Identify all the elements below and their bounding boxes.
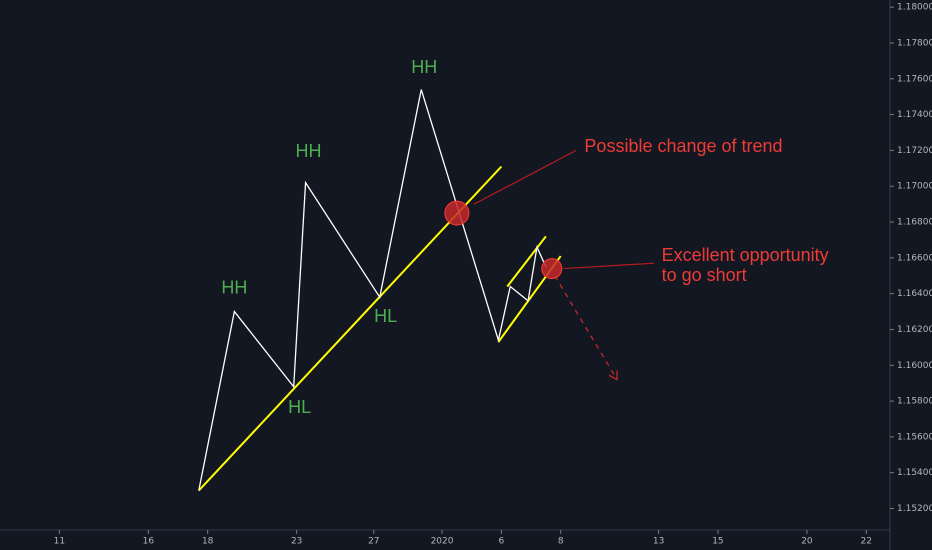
y-tick-label: 1.15400 (897, 468, 932, 478)
annotation-line: HL (288, 397, 311, 417)
annotation-line: HH (411, 57, 437, 77)
x-tick-label: 16 (143, 537, 155, 547)
x-tick-label: 20 (801, 537, 813, 547)
x-tick-label: 22 (861, 537, 872, 547)
annotation-line: Excellent opportunity (662, 245, 829, 265)
drawn-line (506, 235, 547, 288)
x-tick-label: 6 (498, 537, 504, 547)
drawn-line (563, 262, 655, 270)
y-tick-label: 1.16600 (897, 253, 932, 263)
annotation: HH (221, 277, 247, 297)
annotation-line: HL (374, 306, 397, 326)
x-tick-label: 15 (712, 537, 723, 547)
x-tick-label: 13 (653, 537, 664, 547)
y-tick-label: 1.17600 (897, 74, 932, 84)
annotation: Excellent opportunity to go short (662, 245, 829, 285)
drawn-line (473, 149, 577, 205)
annotation: HH (296, 141, 322, 161)
annotation: HL (288, 397, 311, 417)
x-tick-label: 23 (291, 537, 302, 547)
annotation: HL (374, 306, 397, 326)
x-tick-label: 18 (202, 537, 214, 547)
highlight-circle (541, 258, 563, 280)
y-tick-label: 1.17800 (897, 38, 932, 48)
y-tick-label: 1.15200 (897, 504, 932, 514)
y-tick-label: 1.16400 (897, 289, 932, 299)
x-tick-label: 8 (558, 537, 564, 547)
y-tick-label: 1.17000 (897, 182, 932, 192)
x-tick-label: 11 (54, 537, 65, 547)
y-tick-label: 1.16800 (897, 218, 932, 228)
y-tick-label: 1.15600 (897, 432, 932, 442)
x-tick-label: 27 (368, 537, 379, 547)
y-tick-label: 1.17200 (897, 146, 932, 156)
annotation-line: to go short (662, 265, 747, 285)
x-tick-label: 2020 (431, 537, 454, 547)
y-tick-label: 1.15800 (897, 397, 932, 407)
annotation-line: HH (296, 141, 322, 161)
annotation: HH (411, 57, 437, 77)
y-tick-label: 1.16000 (897, 361, 932, 371)
arrow-head (608, 370, 618, 381)
annotation-line: HH (221, 277, 247, 297)
annotation: Possible change of trend (584, 136, 782, 156)
price-line (198, 89, 547, 491)
y-tick-label: 1.17400 (897, 110, 932, 120)
highlight-circle (444, 200, 470, 226)
dashed-arrow (554, 275, 618, 380)
annotation-line: Possible change of trend (584, 136, 782, 156)
y-tick-label: 1.18000 (897, 3, 932, 13)
y-tick-label: 1.16200 (897, 325, 932, 335)
